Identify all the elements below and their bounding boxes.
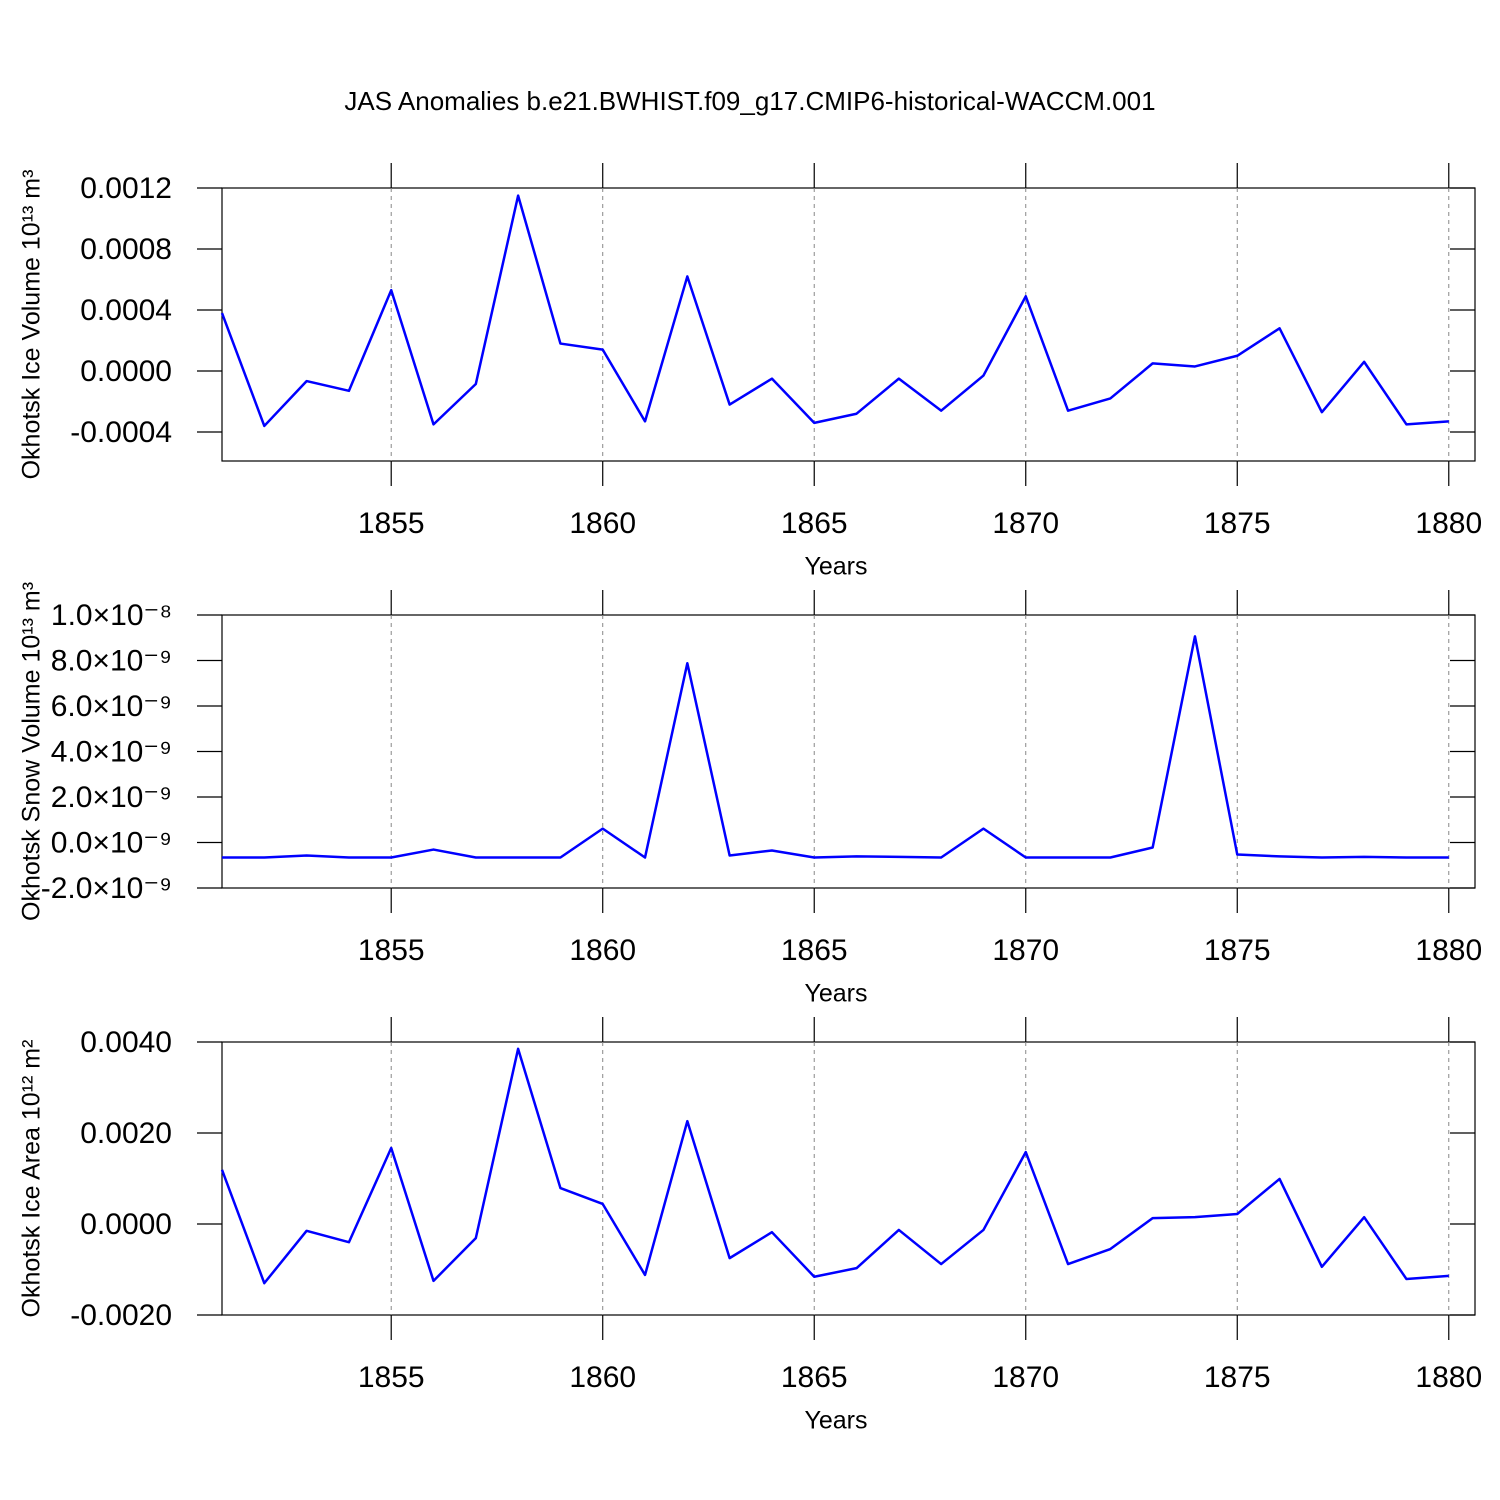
y-tick-label: 8.0×10⁻⁹ <box>51 644 172 677</box>
x-axis-label: Years <box>804 980 867 1008</box>
y-tick-label: 0.0000 <box>80 355 172 388</box>
data-line <box>222 635 1449 859</box>
y-tick-label: 0.0040 <box>80 1026 172 1059</box>
x-tick-label: 1875 <box>1204 1361 1271 1394</box>
plot-frame <box>221 187 1476 462</box>
figure-title: JAS Anomalies b.e21.BWHIST.f09_g17.CMIP6… <box>344 86 1155 116</box>
y-tick-label: 0.0×10⁻⁹ <box>51 826 172 859</box>
x-tick-label: 1855 <box>358 1361 425 1394</box>
y-tick-label: 6.0×10⁻⁹ <box>51 690 172 723</box>
x-axis-label: Years <box>804 553 867 581</box>
y-axis-label: Okhotsk Ice Area 10¹² m² <box>18 1040 46 1318</box>
y-tick-label: 0.0000 <box>80 1208 172 1241</box>
x-tick-label: 1860 <box>569 934 636 967</box>
x-tick-label: 1865 <box>781 1361 848 1394</box>
y-tick-label: -0.0004 <box>70 416 172 449</box>
x-tick-label: 1860 <box>569 507 636 540</box>
x-tick-label: 1880 <box>1415 1361 1482 1394</box>
x-tick-label: 1855 <box>358 934 425 967</box>
x-tick-label: 1875 <box>1204 507 1271 540</box>
x-axis-label: Years <box>804 1407 867 1435</box>
x-tick-label: 1870 <box>992 934 1059 967</box>
data-line <box>220 194 1449 428</box>
x-tick-label: 1865 <box>781 934 848 967</box>
x-tick-label: 1875 <box>1204 934 1271 967</box>
x-tick-label: 1870 <box>992 507 1059 540</box>
x-tick-label: 1870 <box>992 1361 1059 1394</box>
y-tick-label: -0.0020 <box>70 1299 172 1332</box>
x-tick-label: 1880 <box>1415 934 1482 967</box>
plot-frame <box>221 1041 1476 1316</box>
x-tick-label: 1880 <box>1415 507 1482 540</box>
data-line <box>220 1047 1449 1285</box>
x-tick-label: 1865 <box>781 507 848 540</box>
y-tick-label: 0.0020 <box>80 1117 172 1150</box>
y-tick-label: -2.0×10⁻⁹ <box>41 872 172 905</box>
x-tick-label: 1860 <box>569 1361 636 1394</box>
y-axis-label: Okhotsk Ice Volume 10¹³ m³ <box>18 170 46 480</box>
x-tick-label: 1855 <box>358 507 425 540</box>
y-tick-label: 0.0008 <box>80 233 172 266</box>
y-tick-label: 1.0×10⁻⁸ <box>51 599 172 632</box>
y-axis-label: Okhotsk Snow Volume 10¹³ m³ <box>18 582 46 921</box>
plot-frame <box>221 614 1476 889</box>
y-tick-label: 2.0×10⁻⁹ <box>51 781 172 814</box>
y-tick-label: 0.0012 <box>80 172 172 205</box>
y-tick-label: 0.0004 <box>80 294 172 327</box>
y-tick-label: 4.0×10⁻⁹ <box>51 735 172 768</box>
